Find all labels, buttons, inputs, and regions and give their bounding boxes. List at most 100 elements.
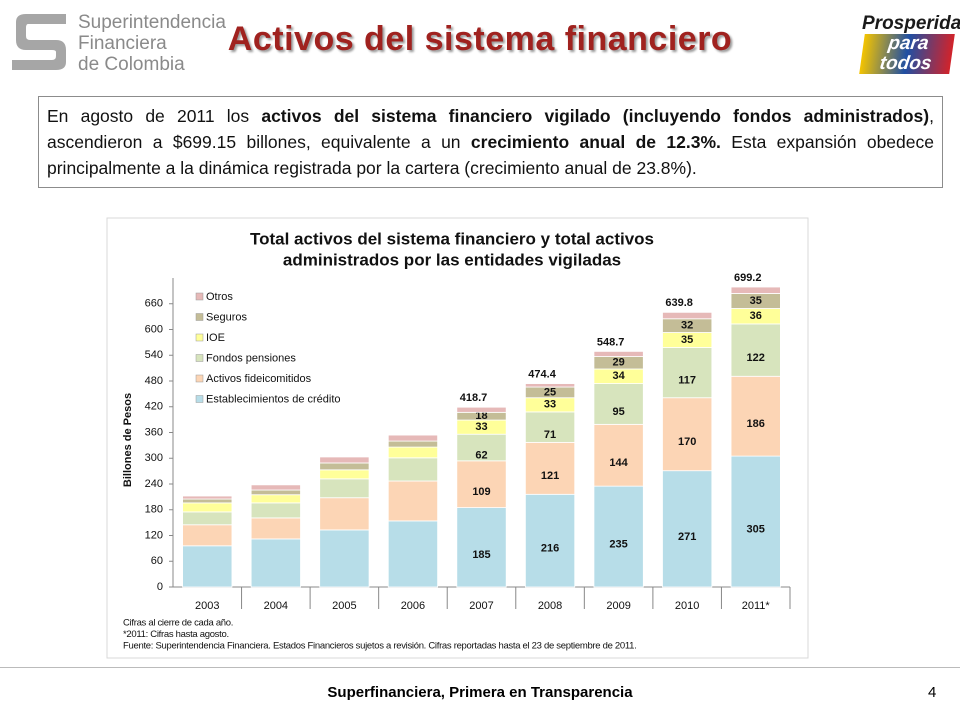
- legend-label: Otros: [206, 291, 233, 303]
- data-label: 170: [678, 436, 696, 448]
- footer-rule: [0, 667, 960, 668]
- x-tick-label: 2006: [401, 600, 425, 612]
- paragraph-run: En agosto de 2011 los: [47, 106, 262, 126]
- badge: Prosperidadpara todos: [859, 14, 960, 74]
- legend-swatch: [195, 313, 204, 321]
- bar-segment: [319, 478, 370, 499]
- y-tick-label: 420: [145, 401, 163, 413]
- bar-segment: [456, 406, 507, 413]
- logo-line: Superintendencia: [78, 12, 226, 33]
- bar-segment: [662, 397, 713, 472]
- bar-segment: [387, 446, 439, 459]
- y-tick-label: 300: [145, 452, 163, 464]
- data-label: 33: [475, 421, 487, 433]
- bar-segment: [593, 350, 644, 357]
- data-label: 32: [681, 320, 693, 332]
- legend-swatch: [195, 354, 204, 362]
- bar-segment: [182, 495, 233, 500]
- data-label: 71: [544, 429, 556, 441]
- bar-segment: [730, 455, 781, 588]
- y-tick-label: 600: [145, 323, 163, 335]
- data-label: 186: [747, 418, 765, 430]
- total-label: 474.4: [528, 368, 556, 380]
- footer-text: Superfinanciera, Primera en Transparenci…: [327, 684, 633, 701]
- bar-segment: [387, 480, 439, 522]
- x-tick-label: 2003: [195, 600, 219, 612]
- y-tick-label: 360: [145, 426, 163, 438]
- x-tick-label: 2004: [264, 600, 288, 612]
- data-label: 34: [612, 370, 625, 382]
- bar-segment: [387, 520, 439, 588]
- y-tick-label: 540: [145, 349, 163, 361]
- bar-segment: [593, 485, 644, 588]
- bar-segment: [593, 383, 644, 425]
- bar-segment: [182, 545, 233, 588]
- x-tick-label: 2005: [332, 600, 356, 612]
- data-label: 185: [472, 549, 490, 561]
- paragraph-run: activos del sistema financiero vigilado …: [261, 106, 930, 126]
- data-label: 109: [472, 486, 490, 498]
- legend-swatch: [195, 333, 204, 342]
- bar-segment: [730, 375, 781, 457]
- total-label: 639.8: [665, 297, 693, 309]
- x-tick-label: 2010: [675, 600, 699, 612]
- data-label: 122: [747, 352, 765, 364]
- logo-text: Superintendencia Financiera de Colombia: [78, 12, 226, 75]
- y-axis-label: Billones de Pesos: [122, 393, 134, 487]
- bar-segment: [319, 456, 370, 464]
- bar-segment: [182, 498, 233, 504]
- data-label: 121: [541, 470, 559, 482]
- bar-segment: [524, 383, 576, 388]
- x-tick-label: 2011*: [742, 600, 771, 612]
- bar-segment: [250, 502, 301, 519]
- bar-segment: [662, 470, 713, 588]
- paragraph-run: , ascendieron a $699.15 billones, equiva…: [47, 106, 934, 152]
- bar-segment: [730, 323, 781, 377]
- bar-segment: [524, 441, 576, 495]
- legend-swatch: [195, 374, 204, 383]
- y-tick-label: 240: [145, 478, 163, 490]
- bar-segment: [387, 434, 439, 442]
- footnote: Fuente: Superintendencia Financiera. Est…: [123, 641, 637, 652]
- bar-segment: [524, 411, 576, 443]
- summary-paragraph: En agosto de 2011 los activos del sistem…: [38, 96, 943, 188]
- chart-title: Total activos del sistema financiero y t…: [250, 229, 654, 248]
- bar-segment: [250, 484, 301, 491]
- bar-segment: [250, 494, 301, 504]
- legend-swatch: [195, 292, 204, 301]
- bar-segment: [456, 460, 507, 509]
- x-tick-label: 2008: [538, 600, 562, 612]
- bar-segment: [319, 529, 370, 588]
- logo-mark: [12, 14, 66, 70]
- bar-segment: [662, 347, 713, 399]
- y-tick-label: 480: [145, 375, 163, 387]
- logo-line: Financiera: [78, 33, 167, 54]
- bar-segment: [730, 286, 781, 294]
- y-tick-label: 660: [145, 298, 163, 310]
- y-tick-label: 0: [157, 581, 163, 593]
- data-label: 216: [541, 543, 559, 555]
- bar-segment: [319, 469, 370, 480]
- bar-segment: [182, 502, 233, 513]
- legend-label: Fondos pensiones: [206, 352, 296, 364]
- y-tick-label: 120: [145, 529, 163, 541]
- bar-segment: [182, 511, 233, 526]
- total-label: 548.7: [597, 336, 625, 348]
- bar-segment: [319, 462, 370, 471]
- bar-segment: [456, 507, 507, 588]
- bar-segment: [456, 433, 507, 462]
- data-label: 271: [678, 531, 696, 543]
- bar-segment: [250, 517, 301, 540]
- bar-segment: [387, 457, 439, 482]
- paragraph-run: Esta expansión obedece principalmente a …: [47, 132, 934, 178]
- data-label: 144: [609, 457, 628, 469]
- data-label: 305: [747, 523, 765, 535]
- y-tick-label: 180: [145, 504, 163, 516]
- x-tick-label: 2009: [606, 600, 630, 612]
- bar-segment: [593, 423, 644, 487]
- slide-title: Activos del sistema financiero: [227, 20, 733, 58]
- data-label: 62: [475, 449, 487, 461]
- legend-label: Establecimientos de crédito: [206, 393, 341, 405]
